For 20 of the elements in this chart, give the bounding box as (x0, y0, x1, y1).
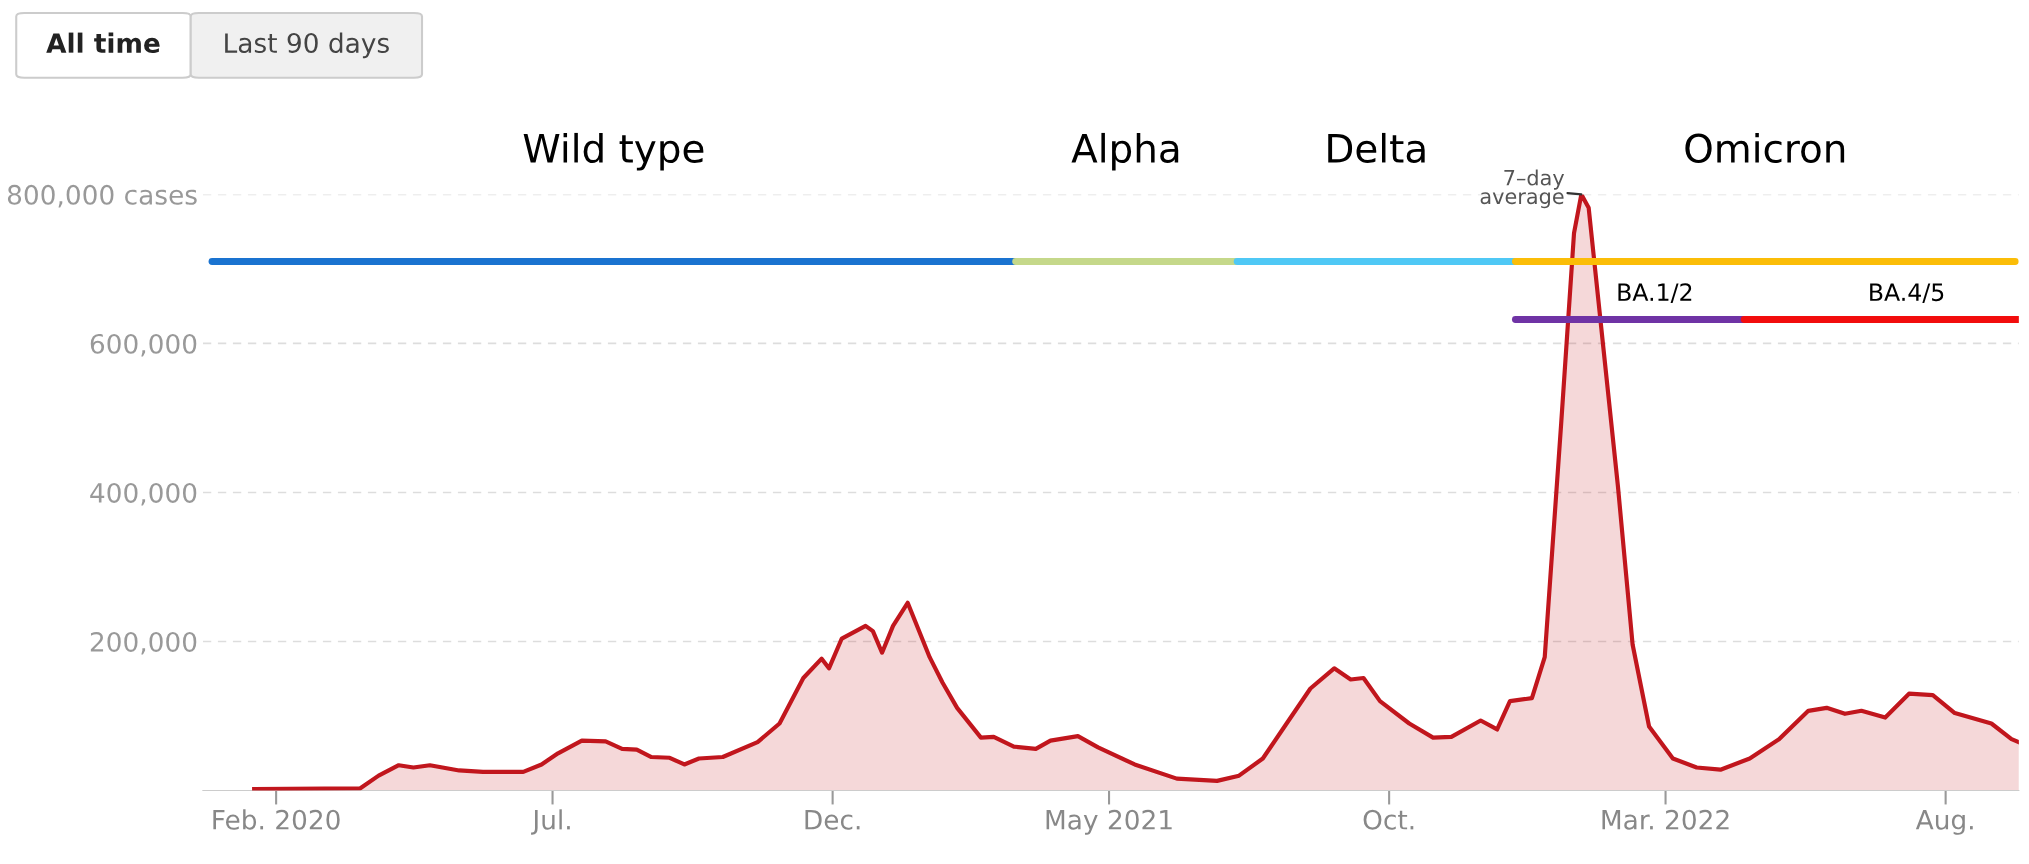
x-tick-label: Mar. 2022 (1602, 809, 1729, 830)
text: Wild type (523, 132, 704, 171)
text: All time (46, 32, 160, 54)
series-label: BA.1/2 (1618, 283, 1692, 303)
x-tick-label: Dec. (805, 810, 860, 830)
y-tick-label: 200,000 (90, 631, 197, 655)
text: Delta (1328, 132, 1425, 164)
x-tick-label: Feb. 2020 (213, 809, 340, 830)
text: Alpha (1071, 132, 1179, 171)
y-tick-label: 800,000 cases (7, 184, 197, 208)
series-label: BA.4/5 (1870, 283, 1944, 303)
y-tick-label: 400,000 (90, 482, 197, 506)
annotation: 7–day average (1480, 169, 1565, 209)
x-tick-label: Jul. (531, 809, 570, 835)
x-tick-label: Aug. (1915, 810, 1973, 835)
text: Last 90 days (225, 32, 389, 59)
text: Omicron (1685, 132, 1845, 164)
x-tick-label: Oct. (1363, 809, 1414, 830)
x-tick-label: May 2021 (1046, 809, 1172, 835)
y-tick-label: 600,000 (90, 333, 197, 357)
